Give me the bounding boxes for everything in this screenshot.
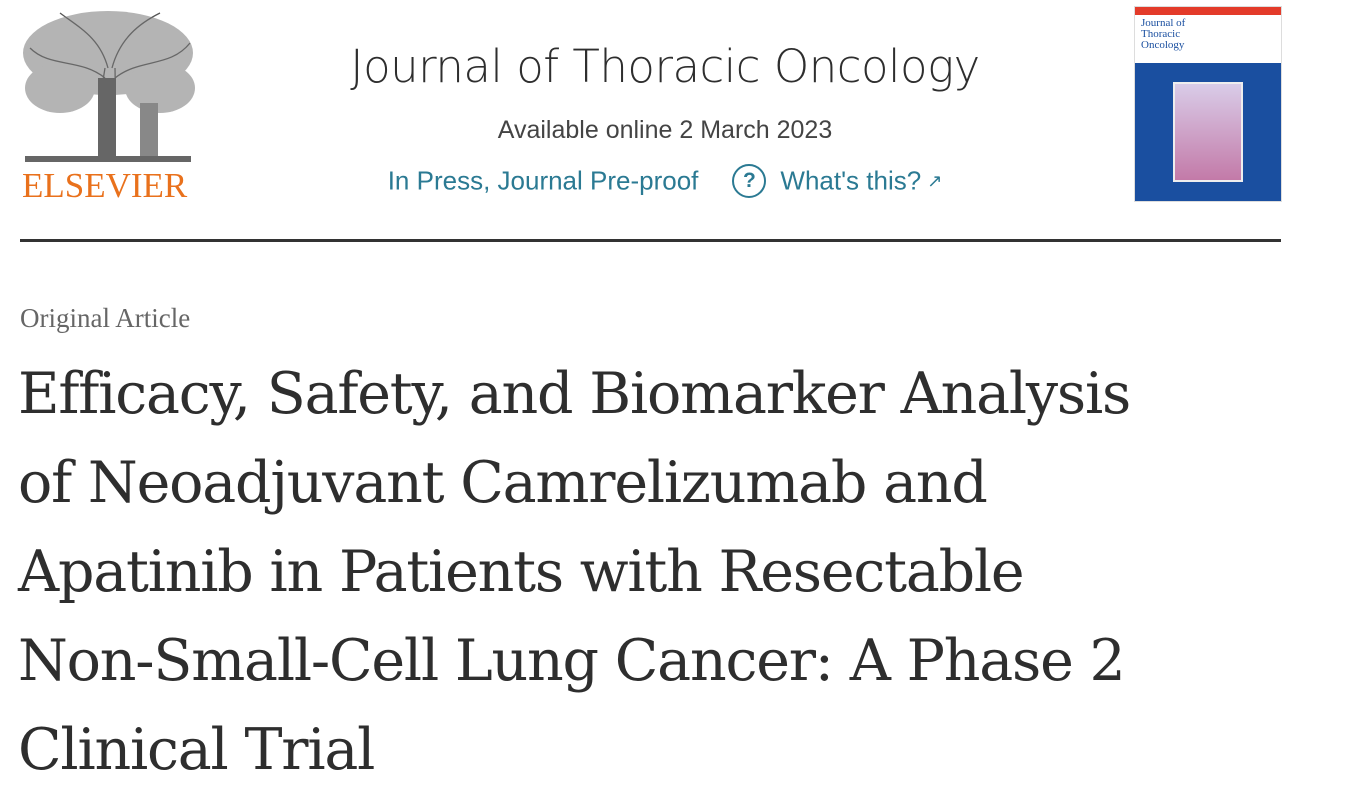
- available-online-date: Available online 2 March 2023: [497, 116, 833, 144]
- journal-name[interactable]: Journal of Thoracic Oncology: [350, 40, 980, 93]
- cover-header: Journal of Thoracic Oncology: [1135, 15, 1281, 63]
- title-line: of Neoadjuvant Camrelizumab and: [18, 450, 988, 516]
- header-divider: [20, 239, 1281, 242]
- cover-image: [1173, 82, 1243, 182]
- title-line: Clinical Trial: [18, 717, 375, 783]
- pre-proof-status: In Press, Journal Pre-proof: [387, 165, 699, 196]
- title-line: Apatinib in Patients with Resectable: [18, 539, 1025, 605]
- title-line: Efficacy, Safety, and Biomarker Analysis: [18, 361, 1131, 427]
- question-circle-icon[interactable]: ?: [732, 164, 767, 199]
- cover-title: Journal of Thoracic Oncology: [1141, 17, 1186, 51]
- elsevier-tree-icon: [23, 11, 195, 162]
- cover-red-band: [1135, 7, 1281, 15]
- article-type: Original Article: [20, 303, 191, 333]
- publication-status-row: In Press, Journal Pre-proof? What's this?…: [300, 164, 1030, 199]
- title-line: Non-Small-Cell Lung Cancer: A Phase 2: [18, 628, 1126, 694]
- external-link-icon: ↗: [927, 170, 943, 191]
- article-title: Efficacy, Safety, and Biomarker Analysis…: [18, 350, 1131, 795]
- elsevier-wordmark: ELSEVIER: [22, 166, 188, 205]
- whats-this-link[interactable]: What's this?: [780, 165, 922, 196]
- journal-cover-thumbnail[interactable]: Journal of Thoracic Oncology: [1134, 6, 1282, 202]
